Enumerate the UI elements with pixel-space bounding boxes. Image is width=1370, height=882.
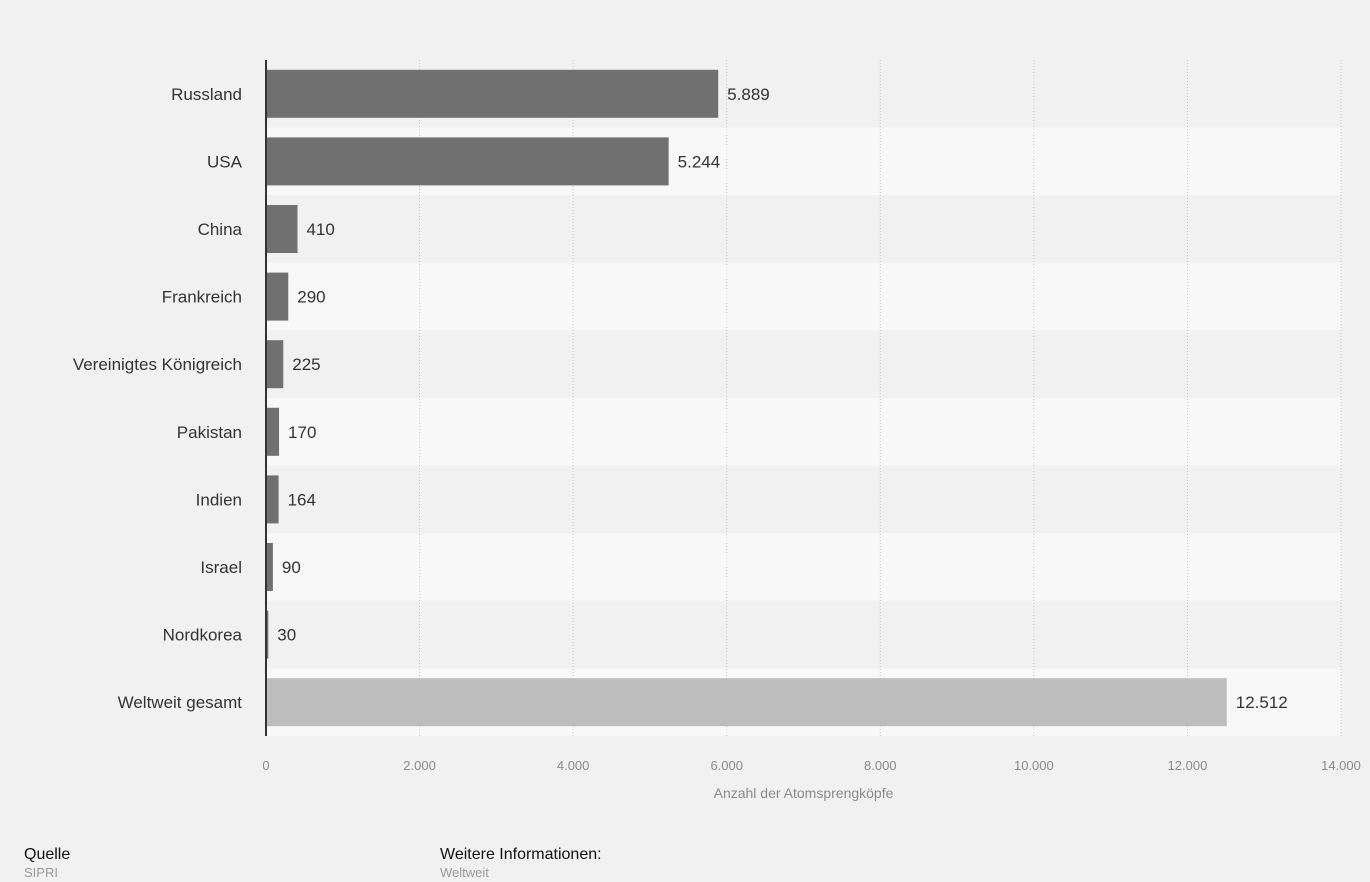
x-tick-label: 2.000 [403, 758, 436, 773]
category-label: Weltweit gesamt [118, 693, 243, 712]
bar-6 [266, 475, 279, 524]
bar-3 [266, 272, 289, 321]
value-label: 90 [282, 558, 301, 577]
source-block: Quelle SIPRI [24, 846, 70, 882]
value-label: 30 [277, 626, 296, 645]
info-value[interactable]: Weltweit [440, 865, 489, 880]
category-label: Israel [200, 558, 242, 577]
x-tick-label: 6.000 [710, 758, 743, 773]
info-heading: Weitere Informationen: [440, 846, 602, 863]
x-tick-label: 0 [262, 758, 269, 773]
source-heading: Quelle [24, 846, 71, 863]
row-band [266, 262, 1341, 331]
bar-4 [266, 340, 284, 389]
value-label: 5.889 [727, 85, 770, 104]
source-value[interactable]: SIPRI [24, 865, 58, 880]
value-label: 164 [288, 490, 316, 509]
row-band [266, 465, 1341, 534]
value-label: 12.512 [1236, 693, 1288, 712]
category-label: Frankreich [162, 288, 242, 307]
row-band [266, 533, 1341, 601]
bar-8 [266, 610, 269, 659]
category-label: Vereinigtes Königreich [73, 355, 242, 374]
category-label: Russland [171, 85, 242, 104]
category-label: Pakistan [177, 423, 242, 442]
x-axis-title: Anzahl der Atomsprengköpfe [714, 785, 894, 801]
row-band [266, 330, 1341, 398]
x-tick-label: 4.000 [557, 758, 590, 773]
category-label: Indien [196, 490, 242, 509]
bar-chart: Russland 5.889 USA 5.244 China 410 Frankreich 2… [73, 60, 1361, 801]
row-band [266, 600, 1341, 669]
category-label: Nordkorea [163, 626, 243, 645]
category-label: USA [207, 152, 243, 171]
bar-5 [266, 407, 280, 456]
value-label: 225 [292, 355, 320, 374]
row-band [266, 398, 1341, 466]
info-block: Weitere Informationen: Weltweit [440, 846, 602, 882]
x-tick-label: 12.000 [1168, 758, 1208, 773]
category-label: China [198, 220, 243, 239]
bar-7 [266, 543, 273, 591]
value-label: 410 [306, 220, 334, 239]
x-tick-label: 8.000 [864, 758, 897, 773]
x-tick-label: 14.000 [1321, 758, 1361, 773]
value-label: 5.244 [678, 152, 721, 171]
bar-2 [266, 205, 298, 253]
value-label: 170 [288, 423, 316, 442]
row-band [266, 195, 1341, 263]
bar-1 [266, 137, 669, 186]
x-tick-label: 10.000 [1014, 758, 1054, 773]
bar-0 [266, 69, 719, 118]
value-label: 290 [297, 288, 325, 307]
bar-9 [266, 678, 1227, 727]
